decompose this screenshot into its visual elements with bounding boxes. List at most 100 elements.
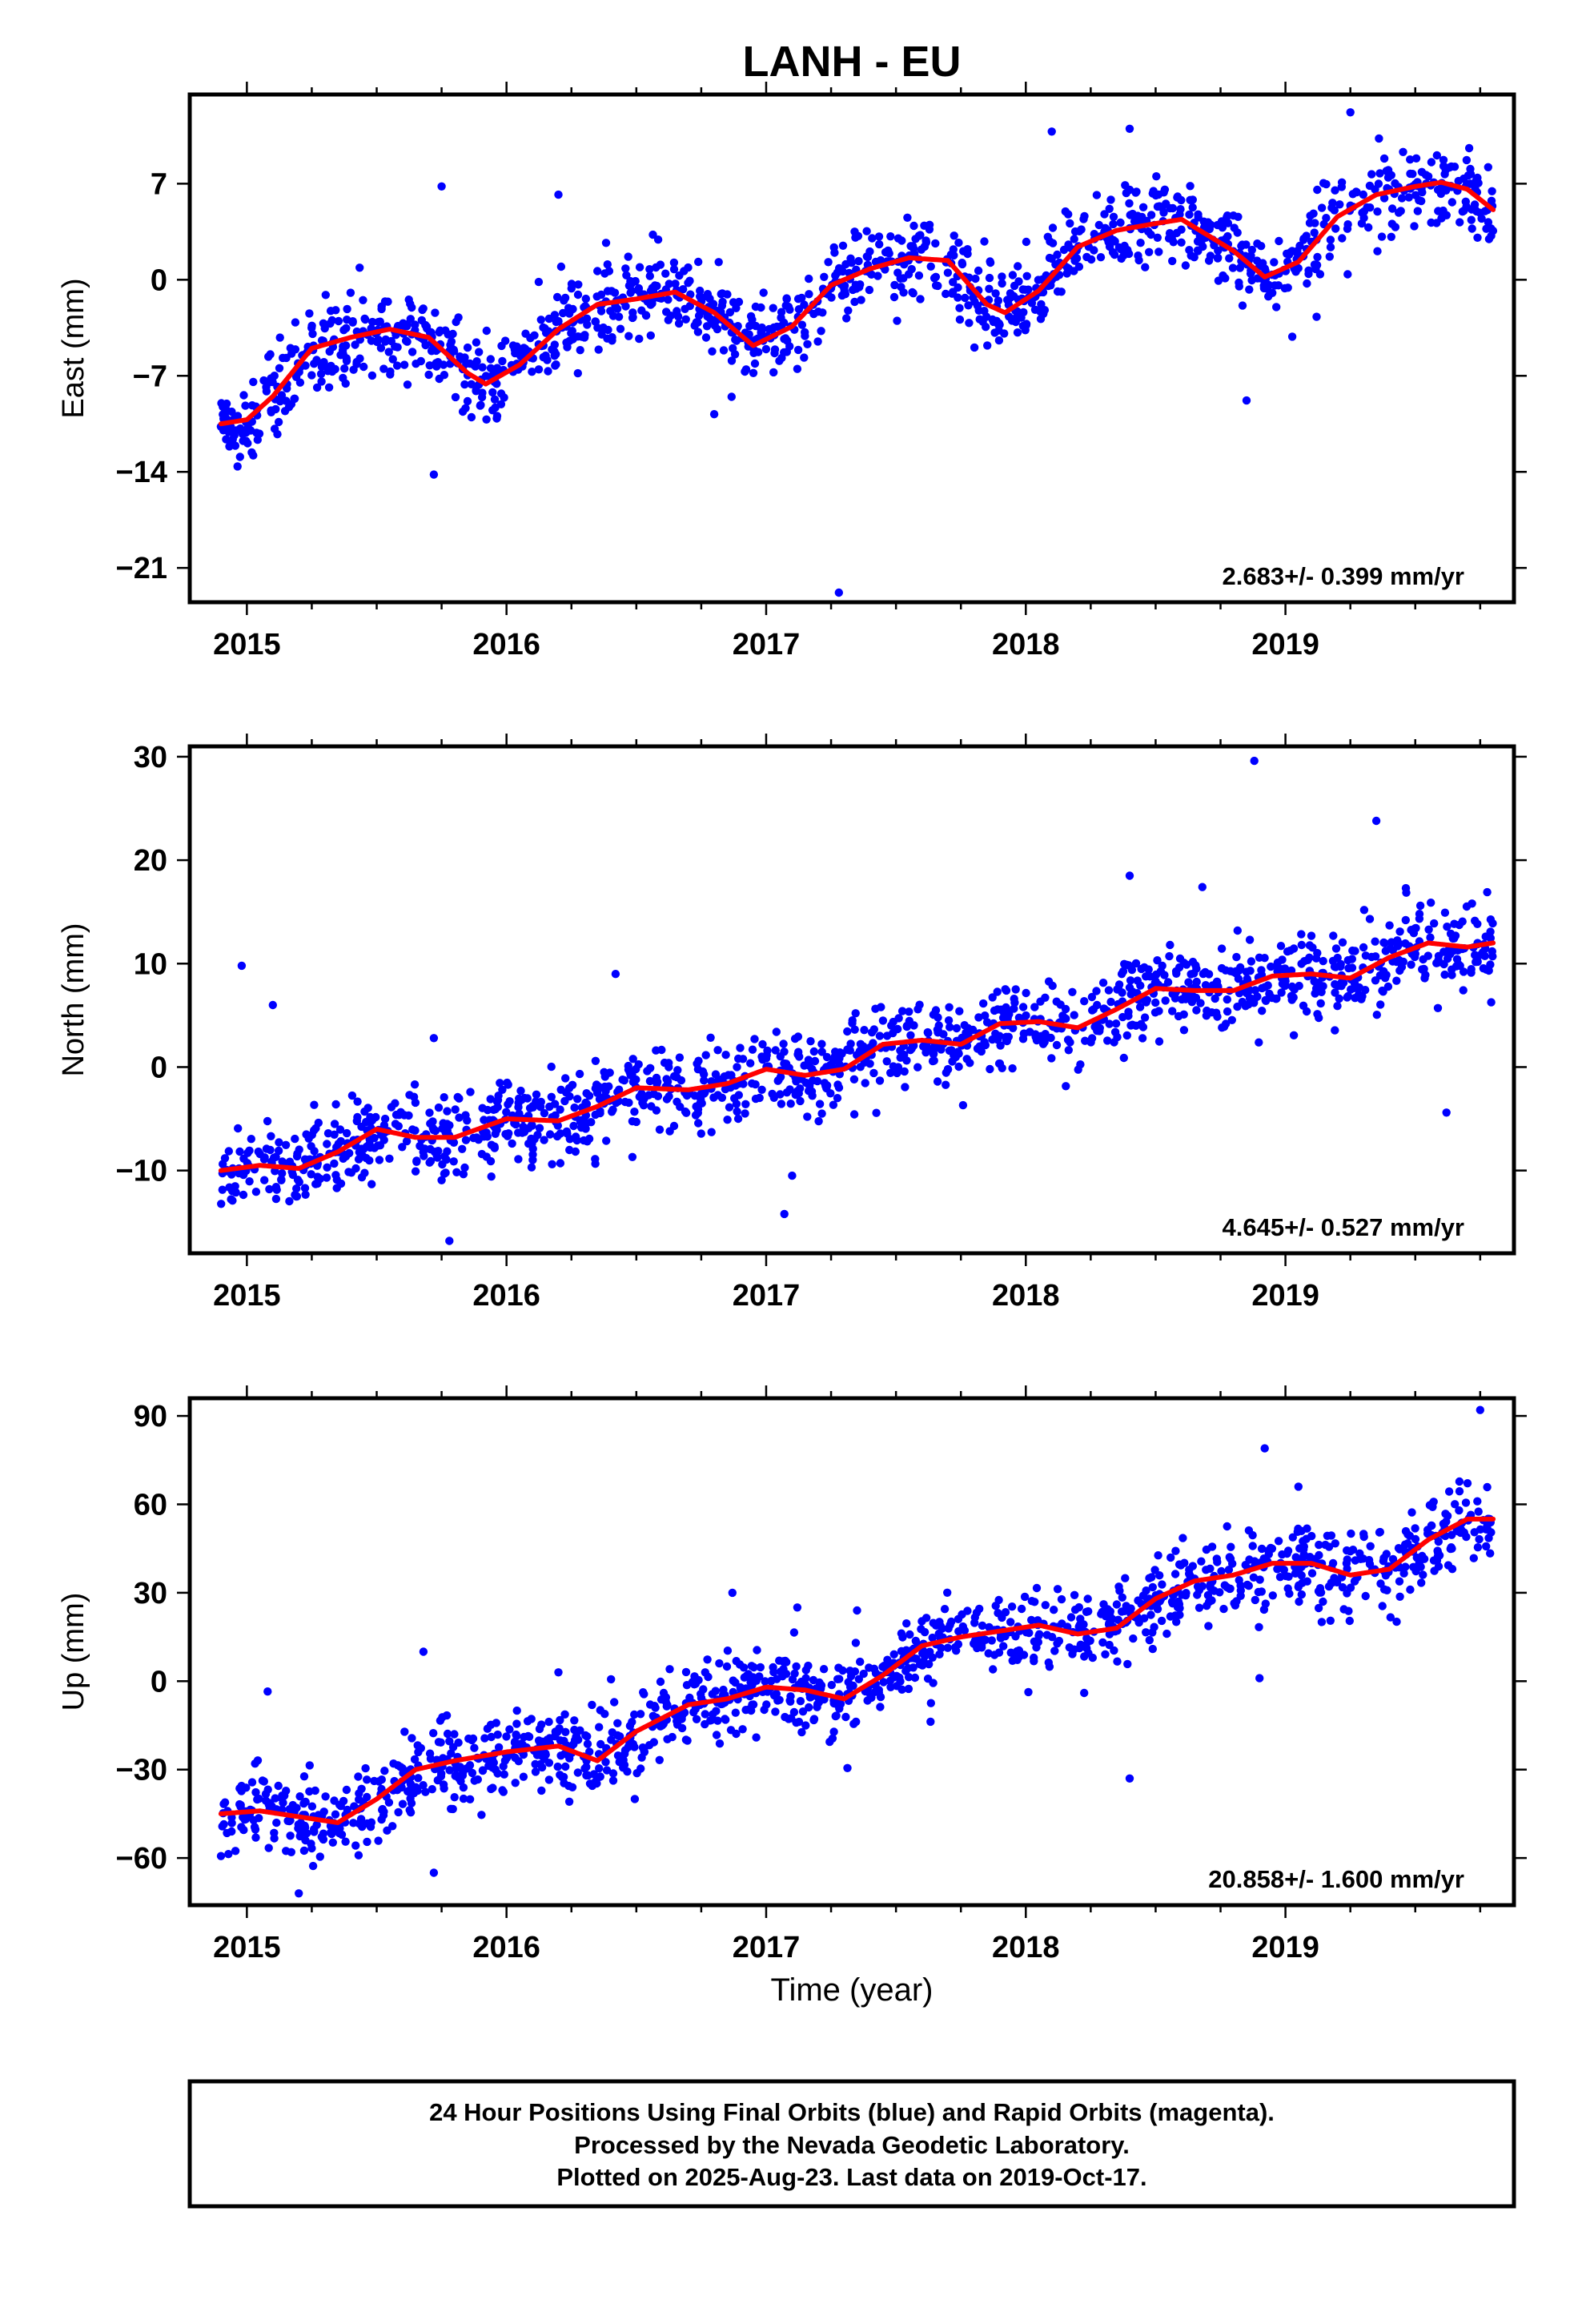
- data-point: [573, 368, 582, 378]
- data-point: [339, 326, 348, 335]
- data-point: [1120, 1606, 1129, 1616]
- data-point: [317, 1832, 326, 1841]
- data-point: [985, 273, 994, 283]
- data-point: [594, 345, 603, 354]
- data-point: [1383, 1586, 1391, 1595]
- data-point: [429, 470, 439, 479]
- data-point: [1299, 234, 1308, 243]
- data-point: [1311, 954, 1321, 963]
- data-point: [1126, 990, 1135, 999]
- data-point: [1291, 1553, 1300, 1562]
- data-point: [1026, 1027, 1034, 1036]
- data-point: [826, 1089, 835, 1098]
- data-point: [622, 271, 631, 279]
- data-point: [1185, 1566, 1194, 1574]
- data-point: [326, 1828, 335, 1837]
- data-point: [1476, 1405, 1485, 1414]
- data-point: [494, 1743, 504, 1752]
- x-tick-label: 2016: [472, 1931, 540, 1964]
- data-point: [532, 1097, 540, 1106]
- data-point: [1235, 1576, 1243, 1585]
- data-point: [944, 1016, 954, 1025]
- data-point: [996, 1634, 1006, 1642]
- data-point: [1096, 253, 1106, 262]
- data-point: [1357, 995, 1366, 1003]
- data-point: [1407, 1508, 1416, 1517]
- data-point: [286, 1831, 295, 1840]
- data-point: [628, 1055, 637, 1063]
- data-point: [374, 1836, 383, 1845]
- data-point: [1072, 254, 1082, 263]
- data-point: [911, 235, 920, 243]
- data-point: [585, 1747, 594, 1756]
- data-point: [1361, 986, 1370, 995]
- data-point: [729, 344, 737, 353]
- data-point: [669, 265, 679, 274]
- data-point: [606, 307, 615, 316]
- data-point: [1119, 1053, 1129, 1063]
- x-tick-label: 2015: [213, 1279, 281, 1313]
- data-point: [308, 1861, 318, 1871]
- data-point: [741, 367, 749, 376]
- data-point: [988, 315, 997, 324]
- data-point: [970, 1636, 980, 1645]
- data-point: [1255, 1575, 1264, 1584]
- data-point: [681, 1735, 691, 1744]
- data-point: [893, 268, 902, 277]
- data-point: [1041, 993, 1050, 1003]
- data-point: [251, 1759, 259, 1768]
- data-point: [701, 1051, 710, 1059]
- data-point: [342, 1785, 351, 1795]
- data-point: [929, 1050, 938, 1059]
- data-point: [414, 1747, 423, 1757]
- data-point: [661, 269, 670, 278]
- data-point: [1274, 1537, 1283, 1546]
- data-point: [804, 1661, 813, 1671]
- data-point: [759, 288, 768, 297]
- data-point: [827, 1680, 837, 1690]
- data-point: [435, 328, 444, 337]
- data-point: [1192, 1006, 1201, 1015]
- data-point: [272, 1818, 281, 1827]
- data-point: [1346, 108, 1355, 117]
- data-point: [613, 1751, 623, 1760]
- data-point: [227, 1195, 235, 1204]
- data-point: [478, 1766, 488, 1775]
- data-point: [657, 1721, 667, 1730]
- data-point: [845, 1046, 855, 1055]
- data-point: [488, 1763, 497, 1772]
- data-point: [360, 1168, 369, 1177]
- data-point: [260, 1153, 269, 1162]
- data-point: [1468, 224, 1476, 233]
- data-point: [1010, 1004, 1018, 1013]
- data-point: [923, 1675, 933, 1683]
- data-point: [1141, 263, 1150, 271]
- data-point: [330, 1159, 339, 1168]
- data-point: [1037, 300, 1046, 309]
- data-point: [455, 1774, 464, 1783]
- data-point: [266, 1799, 275, 1807]
- data-point: [425, 1108, 434, 1117]
- data-point: [903, 213, 912, 222]
- data-point: [1387, 204, 1397, 213]
- data-point: [493, 1103, 502, 1112]
- data-point: [1405, 1531, 1415, 1541]
- data-point: [906, 1031, 915, 1040]
- data-point: [962, 1028, 970, 1037]
- data-point: [1134, 255, 1143, 265]
- data-point: [692, 1102, 701, 1111]
- data-point: [982, 1018, 992, 1027]
- data-point: [664, 316, 673, 324]
- data-point: [926, 1699, 936, 1707]
- data-point: [673, 307, 681, 316]
- data-point: [1123, 1659, 1132, 1669]
- data-point: [282, 353, 291, 363]
- data-point: [696, 286, 705, 296]
- data-point: [1152, 172, 1161, 181]
- data-point: [1022, 320, 1031, 330]
- data-point: [805, 274, 813, 283]
- data-point: [645, 1700, 655, 1709]
- data-point: [955, 1007, 964, 1015]
- data-point: [712, 1731, 721, 1739]
- data-point: [1314, 1586, 1323, 1596]
